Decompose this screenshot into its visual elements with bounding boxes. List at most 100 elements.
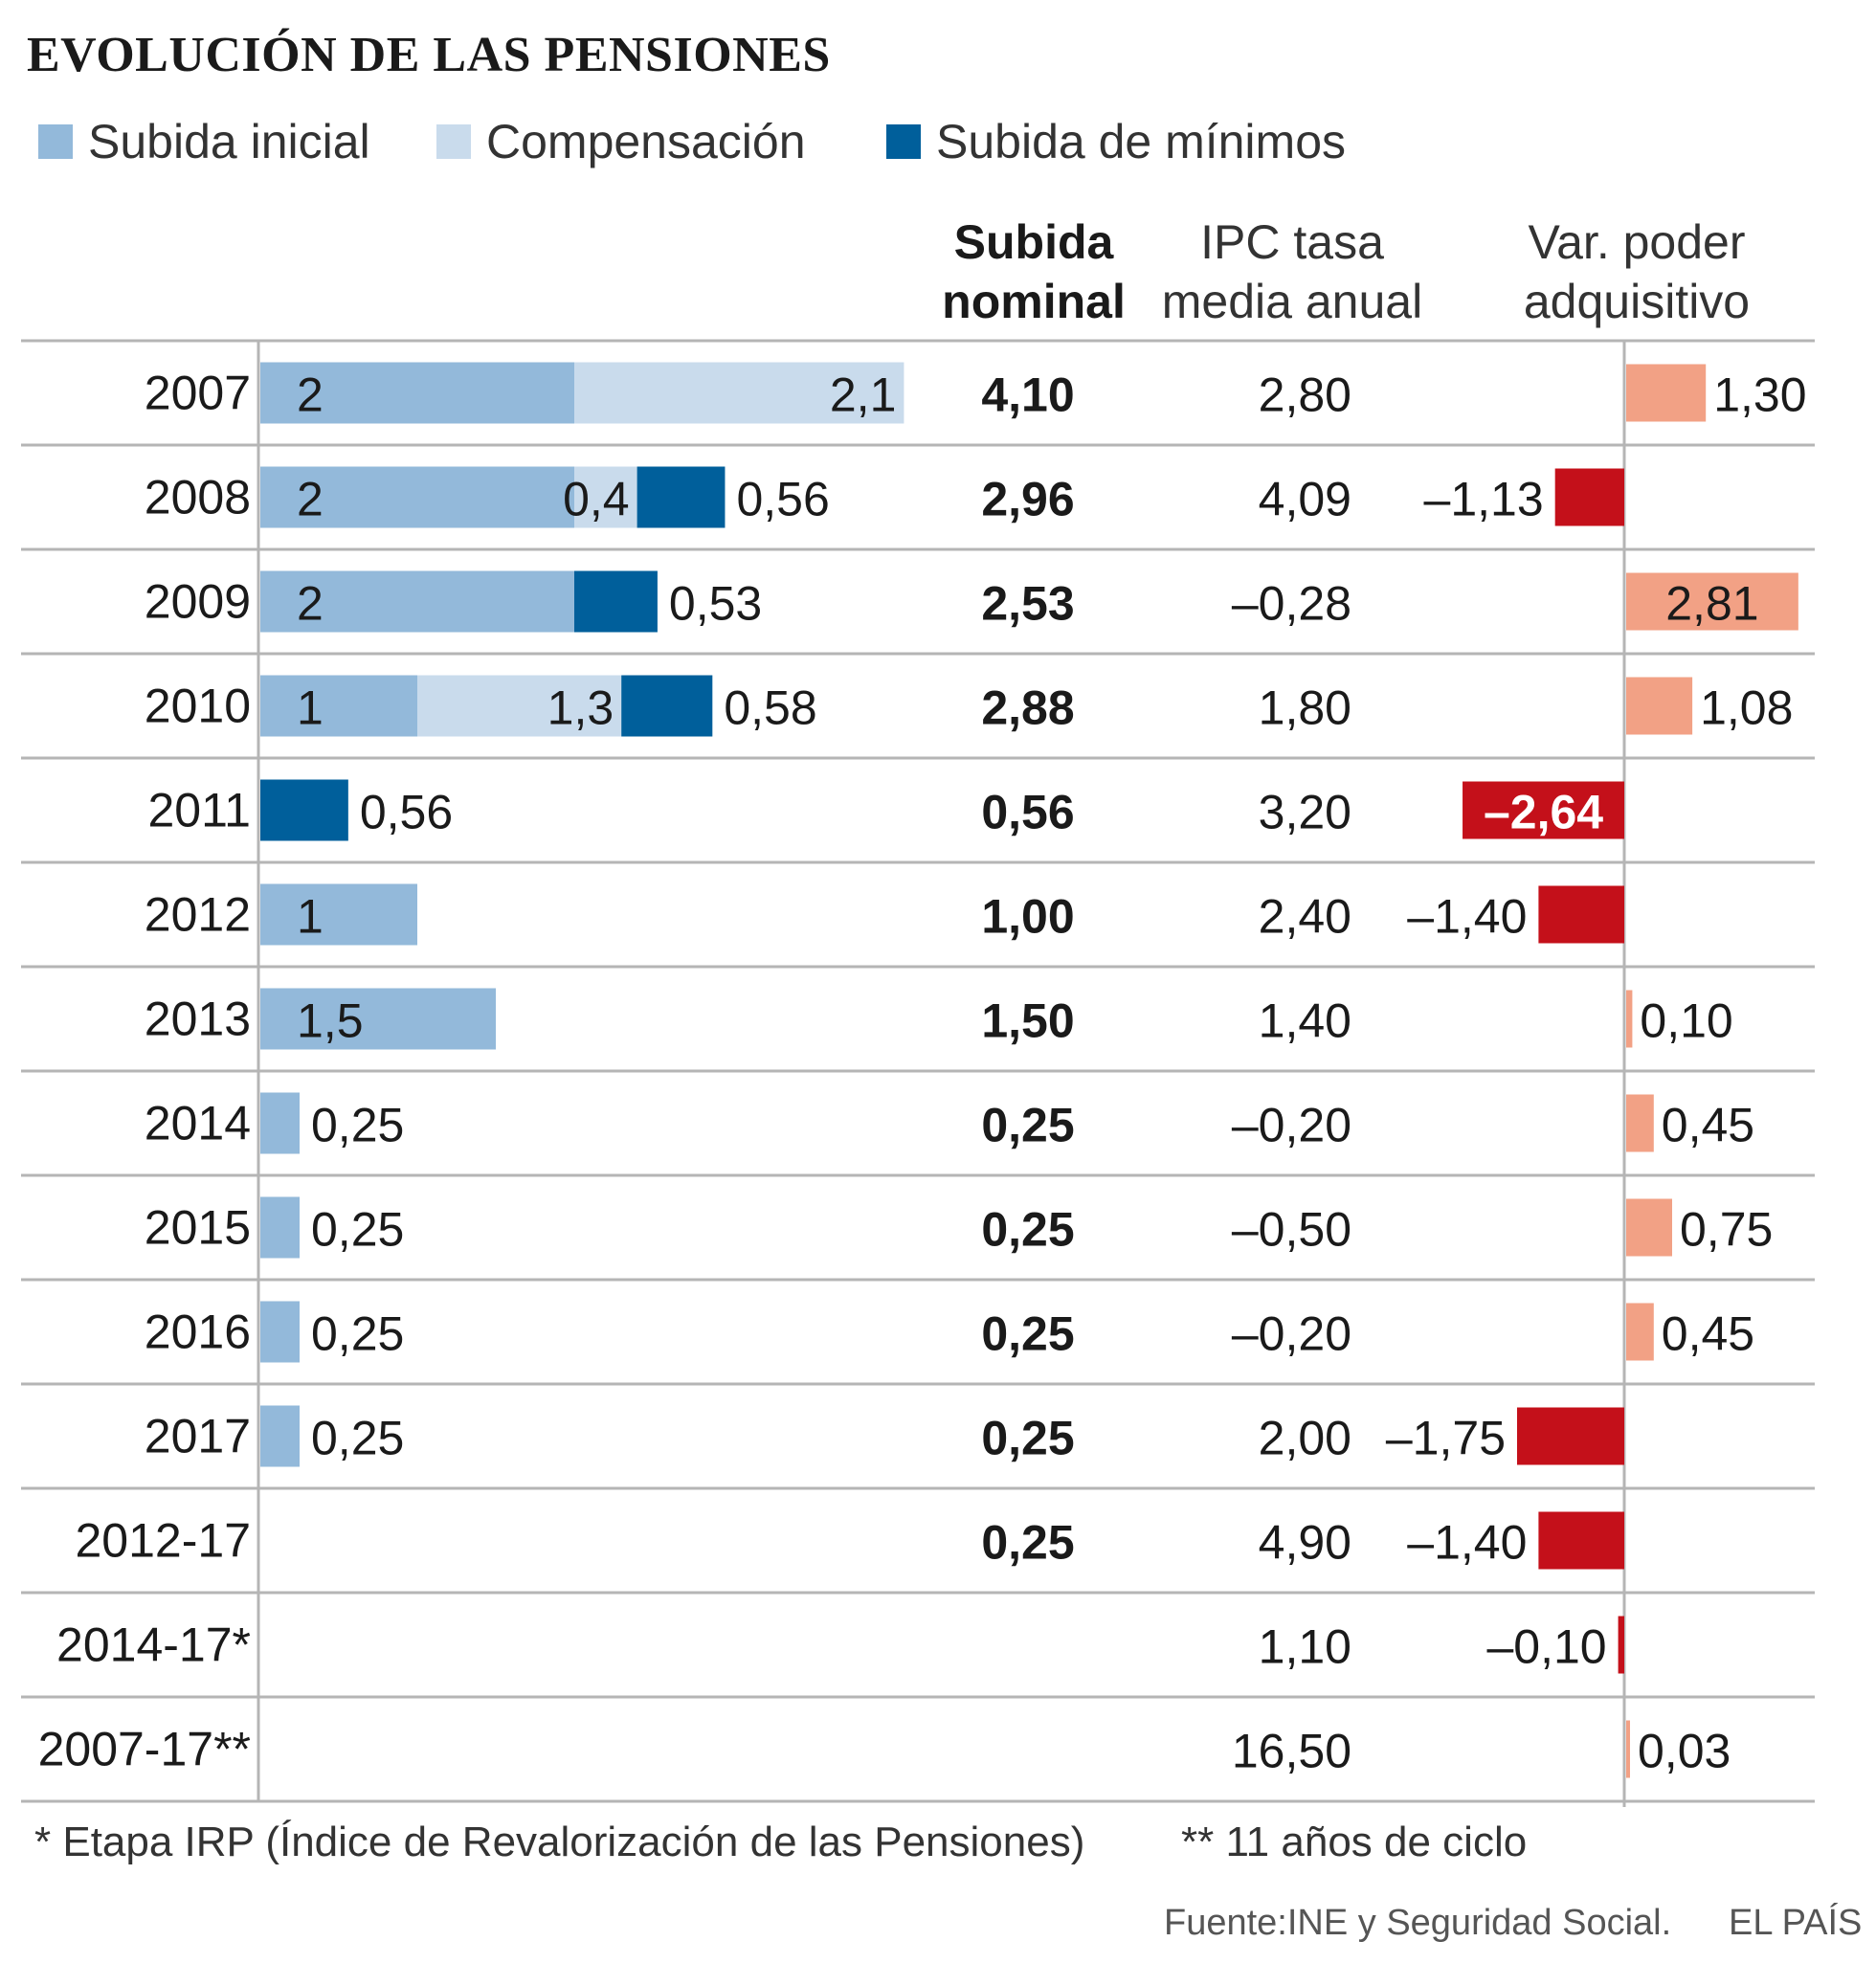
bar-label-inicial: 0,25 bbox=[311, 1099, 404, 1152]
nominal-value: 2,53 bbox=[981, 577, 1074, 631]
ipc-value: –0,20 bbox=[1232, 1099, 1351, 1152]
header-nominal-line1: Subida bbox=[953, 215, 1114, 269]
nominal-value: 2,96 bbox=[981, 473, 1074, 526]
nominal-value: 0,25 bbox=[981, 1412, 1074, 1465]
var-label: –1,13 bbox=[1424, 473, 1544, 526]
var-label: –2,64 bbox=[1484, 786, 1603, 839]
row-year-label: 2014 bbox=[145, 1097, 251, 1150]
var-label: 0,75 bbox=[1680, 1203, 1773, 1257]
bar-label-inicial: 2 bbox=[297, 473, 324, 526]
bar-minimos bbox=[621, 675, 713, 737]
bar-compensacion bbox=[574, 466, 637, 528]
bar-label-compensacion: 2,1 bbox=[830, 368, 897, 422]
header-var-line1: Var. poder bbox=[1528, 215, 1746, 269]
ipc-value: 4,90 bbox=[1259, 1516, 1351, 1570]
legend-label-inicial: Subida inicial bbox=[88, 115, 370, 168]
var-bar-positive bbox=[1626, 1303, 1654, 1361]
bar-inicial bbox=[260, 570, 574, 633]
bar-inicial bbox=[260, 1092, 300, 1154]
ipc-value: 1,10 bbox=[1259, 1620, 1351, 1674]
row-year-label: 2007 bbox=[145, 367, 251, 420]
var-label: 1,08 bbox=[1700, 681, 1793, 735]
var-label: –1,40 bbox=[1407, 1516, 1527, 1570]
ipc-value: 2,00 bbox=[1259, 1412, 1351, 1465]
bar-minimos bbox=[260, 779, 348, 841]
brand-logo-text: EL PAÍS bbox=[1729, 1903, 1863, 1943]
row-year-label: 2015 bbox=[145, 1201, 251, 1255]
legend-label-compensacion: Compensación bbox=[486, 115, 806, 168]
bar-label-inicial: 1 bbox=[297, 681, 324, 735]
var-bar-positive bbox=[1626, 1094, 1654, 1152]
bar-label-minimos: 0,53 bbox=[669, 577, 762, 631]
nominal-value: 0,25 bbox=[981, 1307, 1074, 1361]
var-label: 0,45 bbox=[1662, 1099, 1754, 1152]
legend-item-inicial: Subida inicial bbox=[38, 113, 370, 170]
source-credit: Fuente:INE y Seguridad Social. bbox=[1164, 1903, 1672, 1943]
var-label: 1,30 bbox=[1713, 368, 1806, 422]
var-bar-negative bbox=[1618, 1616, 1624, 1674]
var-label: 0,45 bbox=[1662, 1307, 1754, 1361]
header-nominal: Subida nominal bbox=[928, 212, 1139, 331]
ipc-value: –0,28 bbox=[1232, 577, 1351, 631]
legend-label-minimos: Subida de mínimos bbox=[936, 115, 1347, 168]
bar-inicial bbox=[260, 988, 496, 1050]
legend-swatch-compensacion bbox=[436, 124, 471, 159]
bar-inicial bbox=[260, 466, 574, 528]
row-year-label: 2016 bbox=[145, 1306, 251, 1359]
row-year-label: 2007-17** bbox=[38, 1723, 251, 1776]
bar-label-inicial: 1 bbox=[297, 890, 324, 944]
row-year-label: 2009 bbox=[145, 575, 251, 629]
nominal-value: 0,25 bbox=[981, 1099, 1074, 1152]
ipc-value: 1,80 bbox=[1259, 681, 1351, 735]
bar-inicial bbox=[260, 675, 417, 737]
bar-label-minimos: 0,58 bbox=[724, 681, 816, 735]
bar-label-minimos: 0,56 bbox=[736, 473, 829, 526]
var-bar-negative bbox=[1538, 1511, 1624, 1570]
var-bar-negative bbox=[1554, 468, 1624, 526]
var-bar-positive bbox=[1626, 1198, 1672, 1257]
ipc-value: –0,20 bbox=[1232, 1307, 1351, 1361]
bar-label-inicial: 0,25 bbox=[311, 1307, 404, 1361]
bar-label-inicial: 2 bbox=[297, 577, 324, 631]
bar-compensacion bbox=[574, 362, 904, 424]
header-ipc: IPC tasa media anual bbox=[1149, 212, 1436, 331]
bar-inicial bbox=[260, 1301, 300, 1363]
var-label: –1,75 bbox=[1386, 1412, 1506, 1465]
var-bar-negative bbox=[1463, 781, 1624, 839]
bar-inicial bbox=[260, 1405, 300, 1467]
legend-item-minimos: Subida de mínimos bbox=[886, 113, 1346, 170]
bar-label-inicial: 2 bbox=[297, 368, 324, 422]
footnote-irp: * Etapa IRP (Índice de Revalorización de… bbox=[34, 1819, 1085, 1865]
ipc-value: 4,09 bbox=[1259, 473, 1351, 526]
var-bar-positive bbox=[1626, 1720, 1630, 1778]
nominal-value: 4,10 bbox=[981, 368, 1074, 422]
header-nominal-line2: nominal bbox=[942, 275, 1126, 328]
nominal-value: 0,25 bbox=[981, 1516, 1074, 1570]
nominal-value: 2,88 bbox=[981, 681, 1074, 735]
var-bar-positive bbox=[1626, 364, 1707, 422]
row-year-label: 2010 bbox=[145, 680, 251, 733]
row-year-label: 2013 bbox=[145, 993, 251, 1046]
legend-item-compensacion: Compensación bbox=[436, 113, 806, 170]
nominal-value: 0,25 bbox=[981, 1203, 1074, 1257]
bar-label-compensacion: 1,3 bbox=[547, 681, 614, 735]
var-label: 2,81 bbox=[1665, 577, 1758, 631]
bar-label-minimos: 0,56 bbox=[360, 786, 453, 839]
var-bar-negative bbox=[1538, 885, 1624, 944]
bar-label-inicial: 0,25 bbox=[311, 1412, 404, 1465]
var-bar-negative bbox=[1517, 1407, 1624, 1465]
bar-minimos bbox=[574, 570, 658, 633]
bar-minimos bbox=[636, 466, 726, 528]
var-bar-positive bbox=[1626, 677, 1693, 735]
bar-inicial bbox=[260, 883, 417, 946]
legend-swatch-inicial bbox=[38, 124, 73, 159]
ipc-value: 16,50 bbox=[1232, 1725, 1351, 1778]
row-year-label: 2014-17* bbox=[56, 1618, 251, 1672]
bar-compensacion bbox=[417, 675, 622, 737]
bar-inicial bbox=[260, 362, 574, 424]
header-var-line2: adquisitivo bbox=[1523, 275, 1751, 328]
bar-label-inicial: 1,5 bbox=[297, 994, 364, 1048]
ipc-value: 1,40 bbox=[1259, 994, 1351, 1048]
header-ipc-line1: IPC tasa bbox=[1200, 215, 1384, 269]
